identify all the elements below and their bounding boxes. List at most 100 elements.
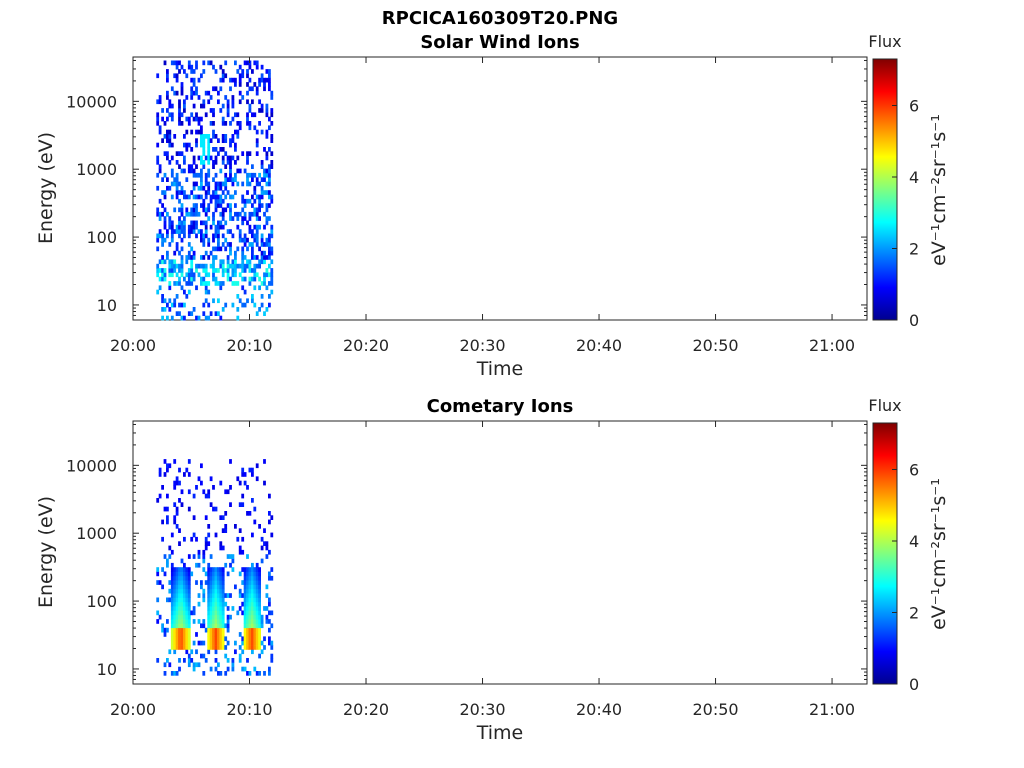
- heatmap-cell: [178, 311, 181, 316]
- heatmap-cell: [248, 601, 252, 607]
- heatmap-cell: [219, 601, 223, 607]
- heatmap-cell: [255, 645, 259, 650]
- heatmap-cell: [260, 294, 264, 299]
- heatmap-cell: [258, 108, 261, 113]
- heatmap-cell: [190, 281, 194, 286]
- heatmap-cell: [180, 268, 184, 273]
- heatmap-cell: [253, 636, 257, 642]
- heatmap-cell: [187, 662, 191, 668]
- heatmap-cell: [178, 190, 181, 195]
- heatmap-cell: [260, 160, 264, 165]
- heatmap-cell: [243, 619, 247, 624]
- heatmap-cell: [170, 623, 174, 629]
- heatmap-cell: [268, 168, 271, 174]
- heatmap-cell: [265, 242, 269, 247]
- heatmap-cell: [207, 623, 211, 629]
- heatmap-cell: [183, 571, 186, 577]
- heatmap-cell: [166, 108, 169, 113]
- heatmap-cell: [178, 541, 181, 546]
- heatmap-cell: [265, 168, 269, 174]
- heatmap-cell: [229, 554, 232, 559]
- heatmap-cell: [221, 155, 225, 161]
- heatmap-cell: [183, 160, 186, 165]
- heatmap-cell: [258, 606, 261, 611]
- heatmap-cell: [258, 593, 261, 598]
- heatmap-cell: [246, 60, 249, 66]
- heatmap-cell: [212, 632, 215, 637]
- heatmap-cell: [212, 597, 215, 603]
- heatmap-cell: [221, 121, 225, 126]
- heatmap-cell: [214, 203, 218, 208]
- heatmap-cells: [156, 60, 274, 321]
- heatmap-cell: [178, 268, 181, 273]
- heatmap-cell: [180, 263, 184, 269]
- heatmap-cell: [236, 216, 240, 221]
- heatmap-cell: [260, 281, 264, 286]
- heatmap-cell: [163, 554, 167, 559]
- heatmap-cell: [163, 272, 167, 278]
- heatmap-cell: [238, 632, 242, 637]
- heatmap-cell: [183, 134, 186, 139]
- heatmap-cell: [192, 276, 196, 282]
- x-tick-label: 20:00: [110, 336, 156, 355]
- heatmap-cell: [214, 593, 218, 598]
- heatmap-cell: [224, 220, 228, 226]
- heatmap-cell: [260, 614, 264, 620]
- heatmap-cell: [219, 515, 223, 520]
- heatmap-cell: [248, 268, 252, 273]
- heatmap-cell: [214, 281, 218, 286]
- heatmap-cell: [175, 190, 179, 195]
- heatmap-cell: [221, 545, 225, 551]
- heatmap-cell: [202, 593, 206, 598]
- heatmap-cell: [236, 263, 240, 269]
- heatmap-cell: [243, 255, 247, 260]
- heatmap-cell: [178, 575, 181, 581]
- heatmap-cell: [192, 662, 196, 668]
- heatmap-cell: [163, 216, 167, 221]
- heatmap-cell: [187, 121, 191, 126]
- heatmap-cell: [170, 168, 174, 174]
- heatmap-cell: [173, 636, 177, 642]
- heatmap-cell: [187, 211, 191, 217]
- heatmap-cell: [234, 524, 237, 529]
- heatmap-cell: [263, 177, 266, 182]
- heatmap-cell: [270, 281, 274, 286]
- heatmap-cell: [246, 554, 249, 559]
- heatmap-cell: [248, 125, 252, 131]
- heatmap-cell: [231, 259, 235, 265]
- heatmap-cell: [156, 610, 160, 616]
- heatmap-cell: [180, 597, 184, 603]
- heatmap-cell: [260, 255, 264, 260]
- heatmap-cell: [241, 181, 245, 187]
- x-axis: 20:00 20:10 20:20 20:30 20:40 20:50 21:00: [110, 57, 855, 355]
- heatmap-cell: [265, 172, 269, 178]
- heatmap-cell: [161, 259, 164, 265]
- heatmap-cell: [263, 276, 266, 282]
- heatmap-cell: [195, 60, 198, 66]
- heatmap-cell: [202, 311, 206, 316]
- heatmap-cell: [246, 640, 249, 646]
- heatmap-cell: [246, 73, 249, 79]
- heatmap-cell: [251, 472, 254, 477]
- heatmap-cell: [248, 627, 252, 633]
- heatmap-cell: [221, 588, 225, 594]
- heatmap-cell: [170, 597, 174, 603]
- heatmap-cell: [219, 259, 223, 265]
- heatmap-cell: [270, 610, 274, 616]
- heatmap-cell: [166, 463, 169, 469]
- heatmap-cell: [163, 224, 167, 230]
- heatmap-cell: [238, 121, 242, 126]
- heatmap-cell: [219, 147, 223, 152]
- heatmap-cell: [219, 246, 223, 252]
- heatmap-cell: [207, 289, 211, 295]
- heatmap-cell: [231, 658, 235, 663]
- heatmap-cell: [187, 289, 191, 295]
- heatmap-cell: [217, 623, 220, 629]
- heatmap-cell: [202, 160, 206, 165]
- x-tick-label: 20:20: [343, 336, 389, 355]
- heatmap-cell: [258, 524, 261, 529]
- heatmap-cell: [175, 185, 179, 191]
- heatmap-cell: [214, 185, 218, 191]
- heatmap-cell: [231, 138, 235, 143]
- heatmap-cell: [260, 619, 264, 624]
